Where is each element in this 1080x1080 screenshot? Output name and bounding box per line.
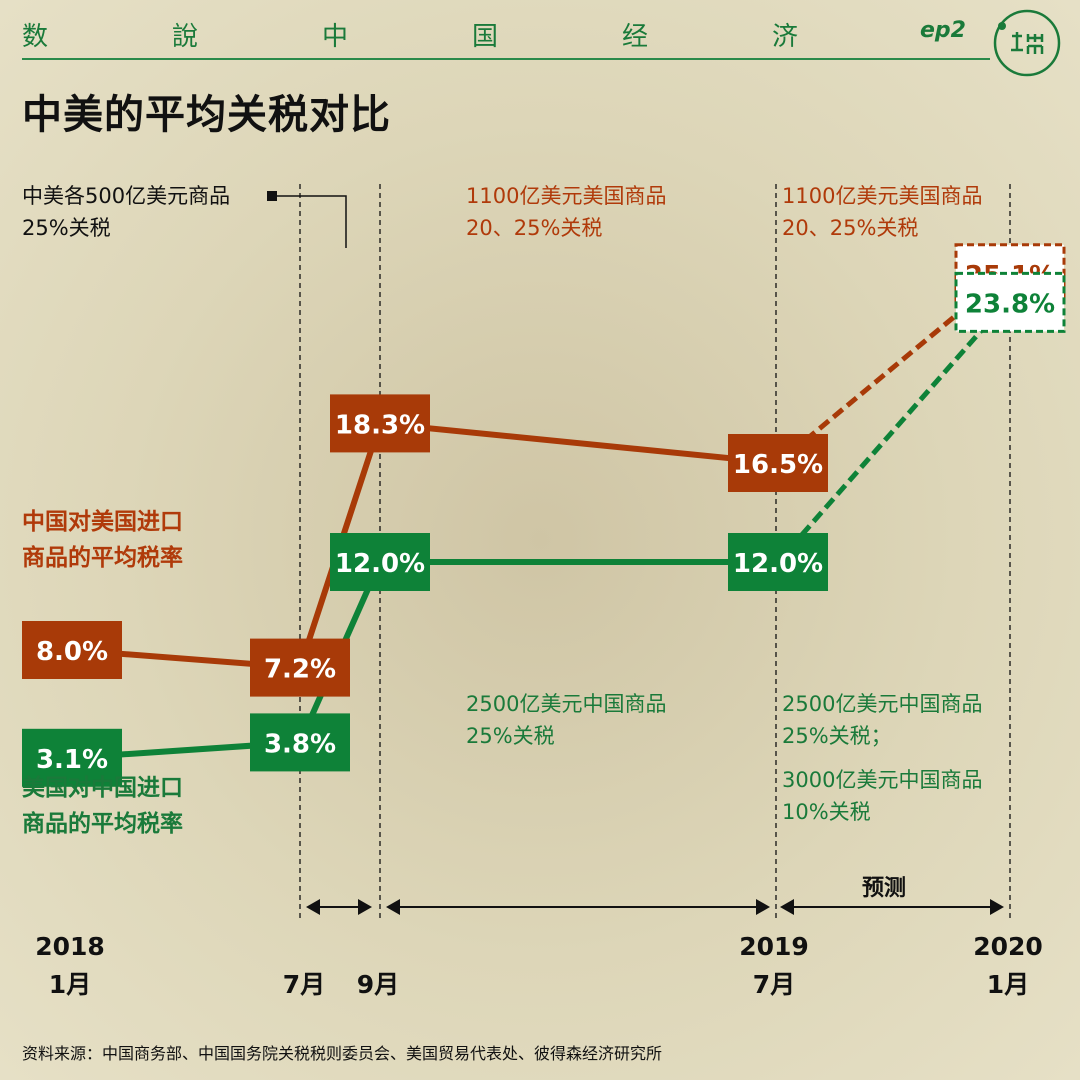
data-label-box (954, 271, 1066, 333)
data-label-box (728, 434, 828, 492)
data-label-text: 3.8% (264, 729, 336, 759)
x-axis-label: 2018 1月 (35, 932, 105, 999)
annotation-marker (267, 191, 277, 201)
series-lines (71, 271, 1008, 761)
annotation-us-right-2: 3000亿美元中国商品 10%关税 (782, 768, 983, 824)
data-label-text: 18.3% (335, 410, 425, 440)
annotation-us-mid: 2500亿美元中国商品 25%关税 (466, 692, 667, 748)
x-axis-label: 7月 (282, 970, 326, 999)
data-label: 12.0% (728, 533, 828, 591)
data-label: 7.2% (250, 638, 350, 697)
period-arrow (306, 899, 372, 915)
legend-china: 中国对美国进口 商品的平均税率 (22, 509, 183, 571)
data-label: 18.3% (330, 394, 430, 453)
data-label-box (330, 394, 430, 453)
x-axis-label: 2020 1月 (973, 932, 1043, 999)
header-divider (22, 58, 990, 60)
data-label-text: 23.8% (965, 289, 1055, 319)
annotation-china-mid: 1100亿美元美国商品 20、25%关税 (466, 184, 667, 240)
series-title-char: 数 (22, 22, 49, 52)
data-label-text: 7.2% (264, 655, 336, 685)
data-label-text: 8.0% (36, 637, 108, 667)
x-axis-label: 9月 (356, 970, 400, 999)
data-label-box (22, 728, 122, 787)
data-label-box (250, 638, 350, 697)
data-label: 8.0% (22, 621, 122, 679)
source-note: 资料来源：中国商务部、中国国务院关税税则委员会、美国贸易代表处、彼得森经济研究所 (22, 1044, 663, 1063)
data-label: 16.5% (728, 434, 828, 492)
series-line-forecast (776, 271, 1008, 465)
series-title-char: 经 (622, 22, 649, 52)
episode-label: ep2 (920, 18, 966, 43)
guide-lines (267, 184, 1011, 920)
data-label: 3.8% (250, 713, 350, 772)
legend-us: 美国对中国进口 商品的平均税率 (22, 775, 183, 837)
annotation-us-right-1: 2500亿美元中国商品 25%关税； (782, 692, 983, 748)
data-label: 23.8% (954, 271, 1066, 333)
annotation-connector (272, 195, 347, 248)
series-title-char: 說 (172, 22, 199, 52)
data-label-box (250, 713, 350, 772)
data-labels: 8.0%7.2%18.3%16.5%25.1%3.1%3.8%12.0%12.0… (22, 243, 1066, 787)
forecast-label: 预测 (862, 876, 907, 901)
data-label: 3.1% (22, 728, 122, 787)
header: 数 說 中 国 经 济 ep2 端 (0, 0, 1080, 77)
period-arrows (306, 899, 1004, 915)
data-label-text: 12.0% (733, 549, 823, 579)
period-arrow (386, 899, 770, 915)
series-title-char: 国 (472, 22, 499, 52)
annotation-initial: 中美各500亿美元商品 25%关税 (22, 184, 231, 240)
series-line-forecast (776, 300, 1008, 564)
series-title-char: 中 (322, 22, 349, 52)
period-arrow (780, 899, 1004, 915)
logo-icon: 端 (993, 9, 1061, 77)
annotation-china-right: 1100亿美元美国商品 20、25%关税 (782, 184, 983, 240)
data-label-text: 12.0% (335, 549, 425, 579)
data-label-text: 3.1% (36, 745, 108, 775)
x-axis-label: 2019 7月 (739, 932, 809, 999)
data-label-box (330, 533, 430, 591)
page-title: 中美的平均关税对比 (22, 92, 391, 138)
series-title-char: 济 (772, 22, 799, 52)
data-label-text: 16.5% (733, 450, 823, 480)
data-label-box (728, 533, 828, 591)
data-label: 12.0% (330, 533, 430, 591)
data-label-box (22, 621, 122, 679)
